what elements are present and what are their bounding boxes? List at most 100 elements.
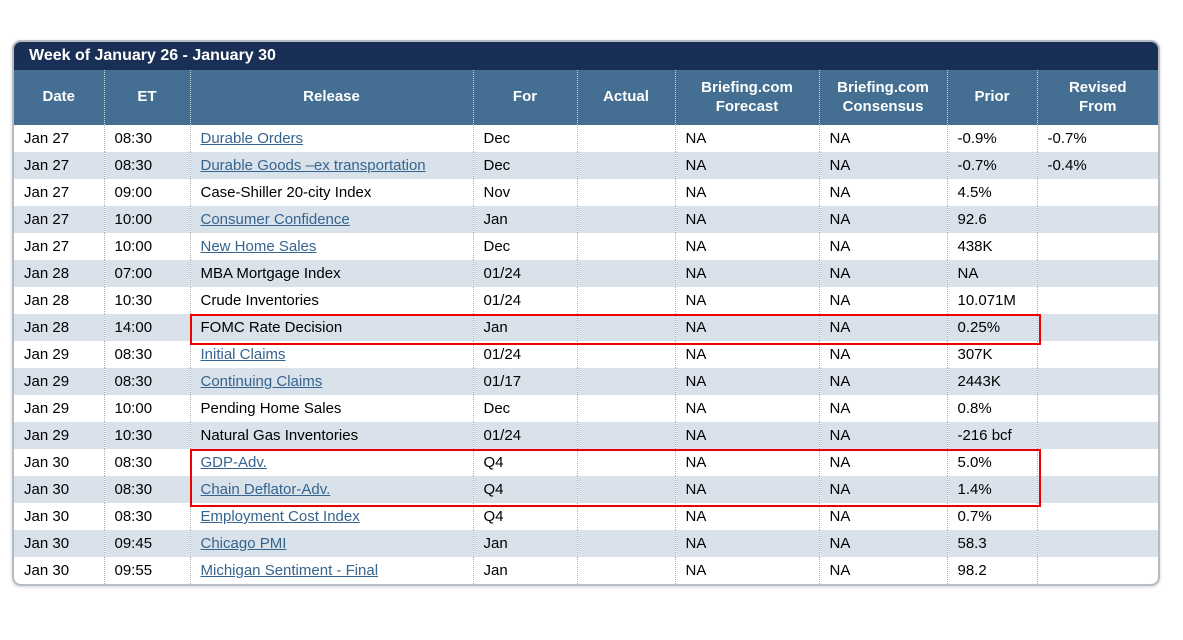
release-link[interactable]: New Home Sales: [200, 238, 317, 255]
cell-for: 01/17: [473, 368, 578, 395]
cell-actual: [577, 233, 676, 260]
cell-for: Dec: [473, 395, 578, 422]
release-link[interactable]: Michigan Sentiment - Final: [200, 562, 379, 579]
table-row: Jan 30 08:30 GDP-Adv. Q4 NA NA 5.0%: [14, 449, 1158, 476]
cell-date: Jan 30: [14, 557, 105, 584]
cell-consensus: NA: [819, 206, 948, 233]
cell-consensus: NA: [819, 503, 948, 530]
cell-consensus: NA: [819, 260, 948, 287]
release-link[interactable]: Durable Goods –ex transportation: [200, 157, 426, 174]
cell-forecast: NA: [675, 557, 820, 584]
cell-date: Jan 30: [14, 476, 105, 503]
cell-actual: [577, 179, 676, 206]
cell-revised: -0.4%: [1047, 157, 1087, 174]
release-link[interactable]: Employment Cost Index: [200, 508, 360, 525]
cell-prior: 307K: [947, 341, 1038, 368]
cell-et: 10:00: [104, 233, 191, 260]
table-row: Jan 29 10:30 Natural Gas Inventories 01/24 N…: [14, 422, 1158, 449]
cell-revised: -0.7%: [1047, 130, 1087, 147]
cell-release: Durable Orders: [190, 125, 474, 152]
cell-date: Jan 29: [14, 368, 105, 395]
cell-revised: [1037, 530, 1158, 557]
cell-forecast: NA: [675, 395, 820, 422]
cell-release: FOMC Rate Decision: [190, 314, 474, 341]
table-row: Jan 30 09:45 Chicago PMI Jan NA NA 58.3: [14, 530, 1158, 557]
cell-release: Employment Cost Index: [190, 503, 474, 530]
cell-revised: [1037, 179, 1158, 206]
cell-revised: [1037, 314, 1158, 341]
cell-et: 08:30: [104, 152, 191, 179]
release-link[interactable]: Chain Deflator-Adv.: [200, 481, 331, 498]
cell-for: Jan: [473, 206, 578, 233]
cell-actual: [577, 368, 676, 395]
cell-release: Pending Home Sales: [190, 395, 474, 422]
cell-forecast: NA: [675, 530, 820, 557]
cell-actual: [577, 341, 676, 368]
column-header-date: Date: [14, 70, 105, 125]
cell-date: Jan 27: [14, 125, 105, 152]
cell-revised: [1037, 287, 1158, 314]
release-link[interactable]: GDP-Adv.: [200, 454, 267, 471]
column-header-for: For: [473, 70, 578, 125]
cell-et: 10:00: [104, 206, 191, 233]
cell-forecast: NA: [675, 341, 820, 368]
cell-forecast: NA: [675, 314, 820, 341]
economic-calendar: Week of January 26 - January 30 Date ET Re…: [12, 40, 1160, 586]
cell-for: Q4: [473, 503, 578, 530]
cell-actual: [577, 206, 676, 233]
cell-et: 08:30: [104, 476, 191, 503]
cell-forecast: NA: [675, 503, 820, 530]
cell-release: Continuing Claims: [190, 368, 474, 395]
cell-consensus: NA: [819, 233, 948, 260]
release-link[interactable]: Chicago PMI: [200, 535, 287, 552]
cell-for: Q4: [473, 476, 578, 503]
cell-prior: 0.7%: [947, 503, 1038, 530]
cell-for: Dec: [473, 125, 578, 152]
cell-et: 09:55: [104, 557, 191, 584]
table-row: Jan 28 14:00 FOMC Rate Decision Jan NA NA 0.25…: [14, 314, 1158, 341]
cell-et: 07:00: [104, 260, 191, 287]
cell-forecast: NA: [675, 287, 820, 314]
cell-prior: 92.6: [947, 206, 1038, 233]
cell-release: Case-Shiller 20-city Index: [190, 179, 474, 206]
release-link[interactable]: Initial Claims: [200, 346, 286, 363]
table-row: Jan 27 08:30 Durable Goods –ex transportat…: [14, 152, 1158, 179]
cell-actual: [577, 422, 676, 449]
cell-forecast: NA: [675, 152, 820, 179]
release-link[interactable]: Durable Orders: [200, 130, 304, 147]
cell-et: 14:00: [104, 314, 191, 341]
cell-et: 08:30: [104, 368, 191, 395]
table-row: Jan 27 09:00 Case-Shiller 20-city Index Nov…: [14, 179, 1158, 206]
cell-release: Chain Deflator-Adv.: [190, 476, 474, 503]
cell-for: Q4: [473, 449, 578, 476]
cell-date: Jan 28: [14, 314, 105, 341]
cell-forecast: NA: [675, 368, 820, 395]
table-row: Jan 29 10:00 Pending Home Sales Dec NA NA 0.8%: [14, 395, 1158, 422]
column-header-consensus: Briefing.com Consensus: [819, 70, 948, 125]
release-link[interactable]: Consumer Confidence: [200, 211, 350, 228]
cell-date: Jan 28: [14, 287, 105, 314]
cell-consensus: NA: [819, 287, 948, 314]
cell-consensus: NA: [819, 476, 948, 503]
cell-revised: [1037, 341, 1158, 368]
table-row: Jan 27 10:00 Consumer Confidence Jan NA NA 92.…: [14, 206, 1158, 233]
cell-prior: 4.5%: [947, 179, 1038, 206]
cell-prior: 58.3: [947, 530, 1038, 557]
cell-actual: [577, 449, 676, 476]
cell-date: Jan 27: [14, 152, 105, 179]
cell-for: Dec: [473, 233, 578, 260]
cell-actual: [577, 287, 676, 314]
cell-date: Jan 29: [14, 341, 105, 368]
cell-et: 08:30: [104, 341, 191, 368]
cell-actual: [577, 125, 676, 152]
release-link[interactable]: Continuing Claims: [200, 373, 323, 390]
cell-revised: [1037, 395, 1158, 422]
cell-revised: [1037, 233, 1158, 260]
column-header-revised: Revised From: [1037, 70, 1158, 125]
cell-revised: [1037, 449, 1158, 476]
cell-date: Jan 30: [14, 449, 105, 476]
cell-consensus: NA: [819, 449, 948, 476]
cell-prior: NA: [947, 260, 1038, 287]
cell-revised: [1037, 206, 1158, 233]
column-header-release: Release: [190, 70, 474, 125]
